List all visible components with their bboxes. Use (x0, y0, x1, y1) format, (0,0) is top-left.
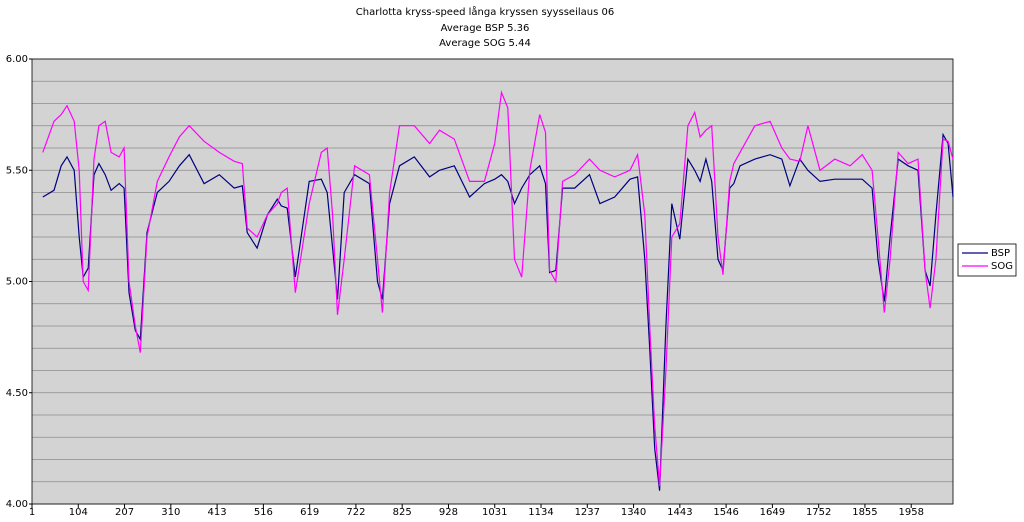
x-tick-label: 1752 (806, 507, 831, 518)
x-tick-label: 928 (439, 507, 458, 518)
x-tick-label: 516 (254, 507, 273, 518)
chart-subtitle: Average BSP 5.36 (441, 23, 530, 34)
y-tick-label: 4.50 (6, 388, 28, 399)
x-tick-label: 1134 (528, 507, 553, 518)
x-tick-label: 1958 (898, 507, 923, 518)
x-tick-label: 825 (393, 507, 412, 518)
legend-box (957, 243, 1017, 277)
x-tick-label: 310 (161, 507, 180, 518)
x-tick-label: 1649 (760, 507, 785, 518)
chart-subtitle: Average SOG 5.44 (439, 38, 531, 49)
x-tick-label: 1340 (621, 507, 646, 518)
x-tick-label: 1 (29, 507, 35, 518)
x-tick-label: 207 (115, 507, 134, 518)
x-tick-label: 1031 (482, 507, 507, 518)
y-tick-label: 5.50 (6, 165, 28, 176)
x-tick-label: 104 (69, 507, 88, 518)
y-tick-label: 6.00 (6, 54, 28, 65)
series-line (42, 90, 954, 487)
y-tick-label: 4.00 (6, 499, 28, 510)
y-tick-label: 5.00 (6, 277, 28, 288)
plot-frame (31, 58, 954, 505)
legend-label: SOG (991, 261, 1013, 272)
x-tick-label: 1546 (713, 507, 738, 518)
legend-label: BSP (991, 248, 1010, 259)
x-tick-label: 1855 (852, 507, 877, 518)
chart-title: Charlotta kryss-speed långa kryssen syys… (356, 5, 614, 18)
x-tick-label: 1443 (667, 507, 692, 518)
x-tick-label: 1237 (575, 507, 600, 518)
x-tick-label: 722 (346, 507, 365, 518)
x-tick-label: 413 (208, 507, 227, 518)
x-tick-label: 619 (300, 507, 319, 518)
